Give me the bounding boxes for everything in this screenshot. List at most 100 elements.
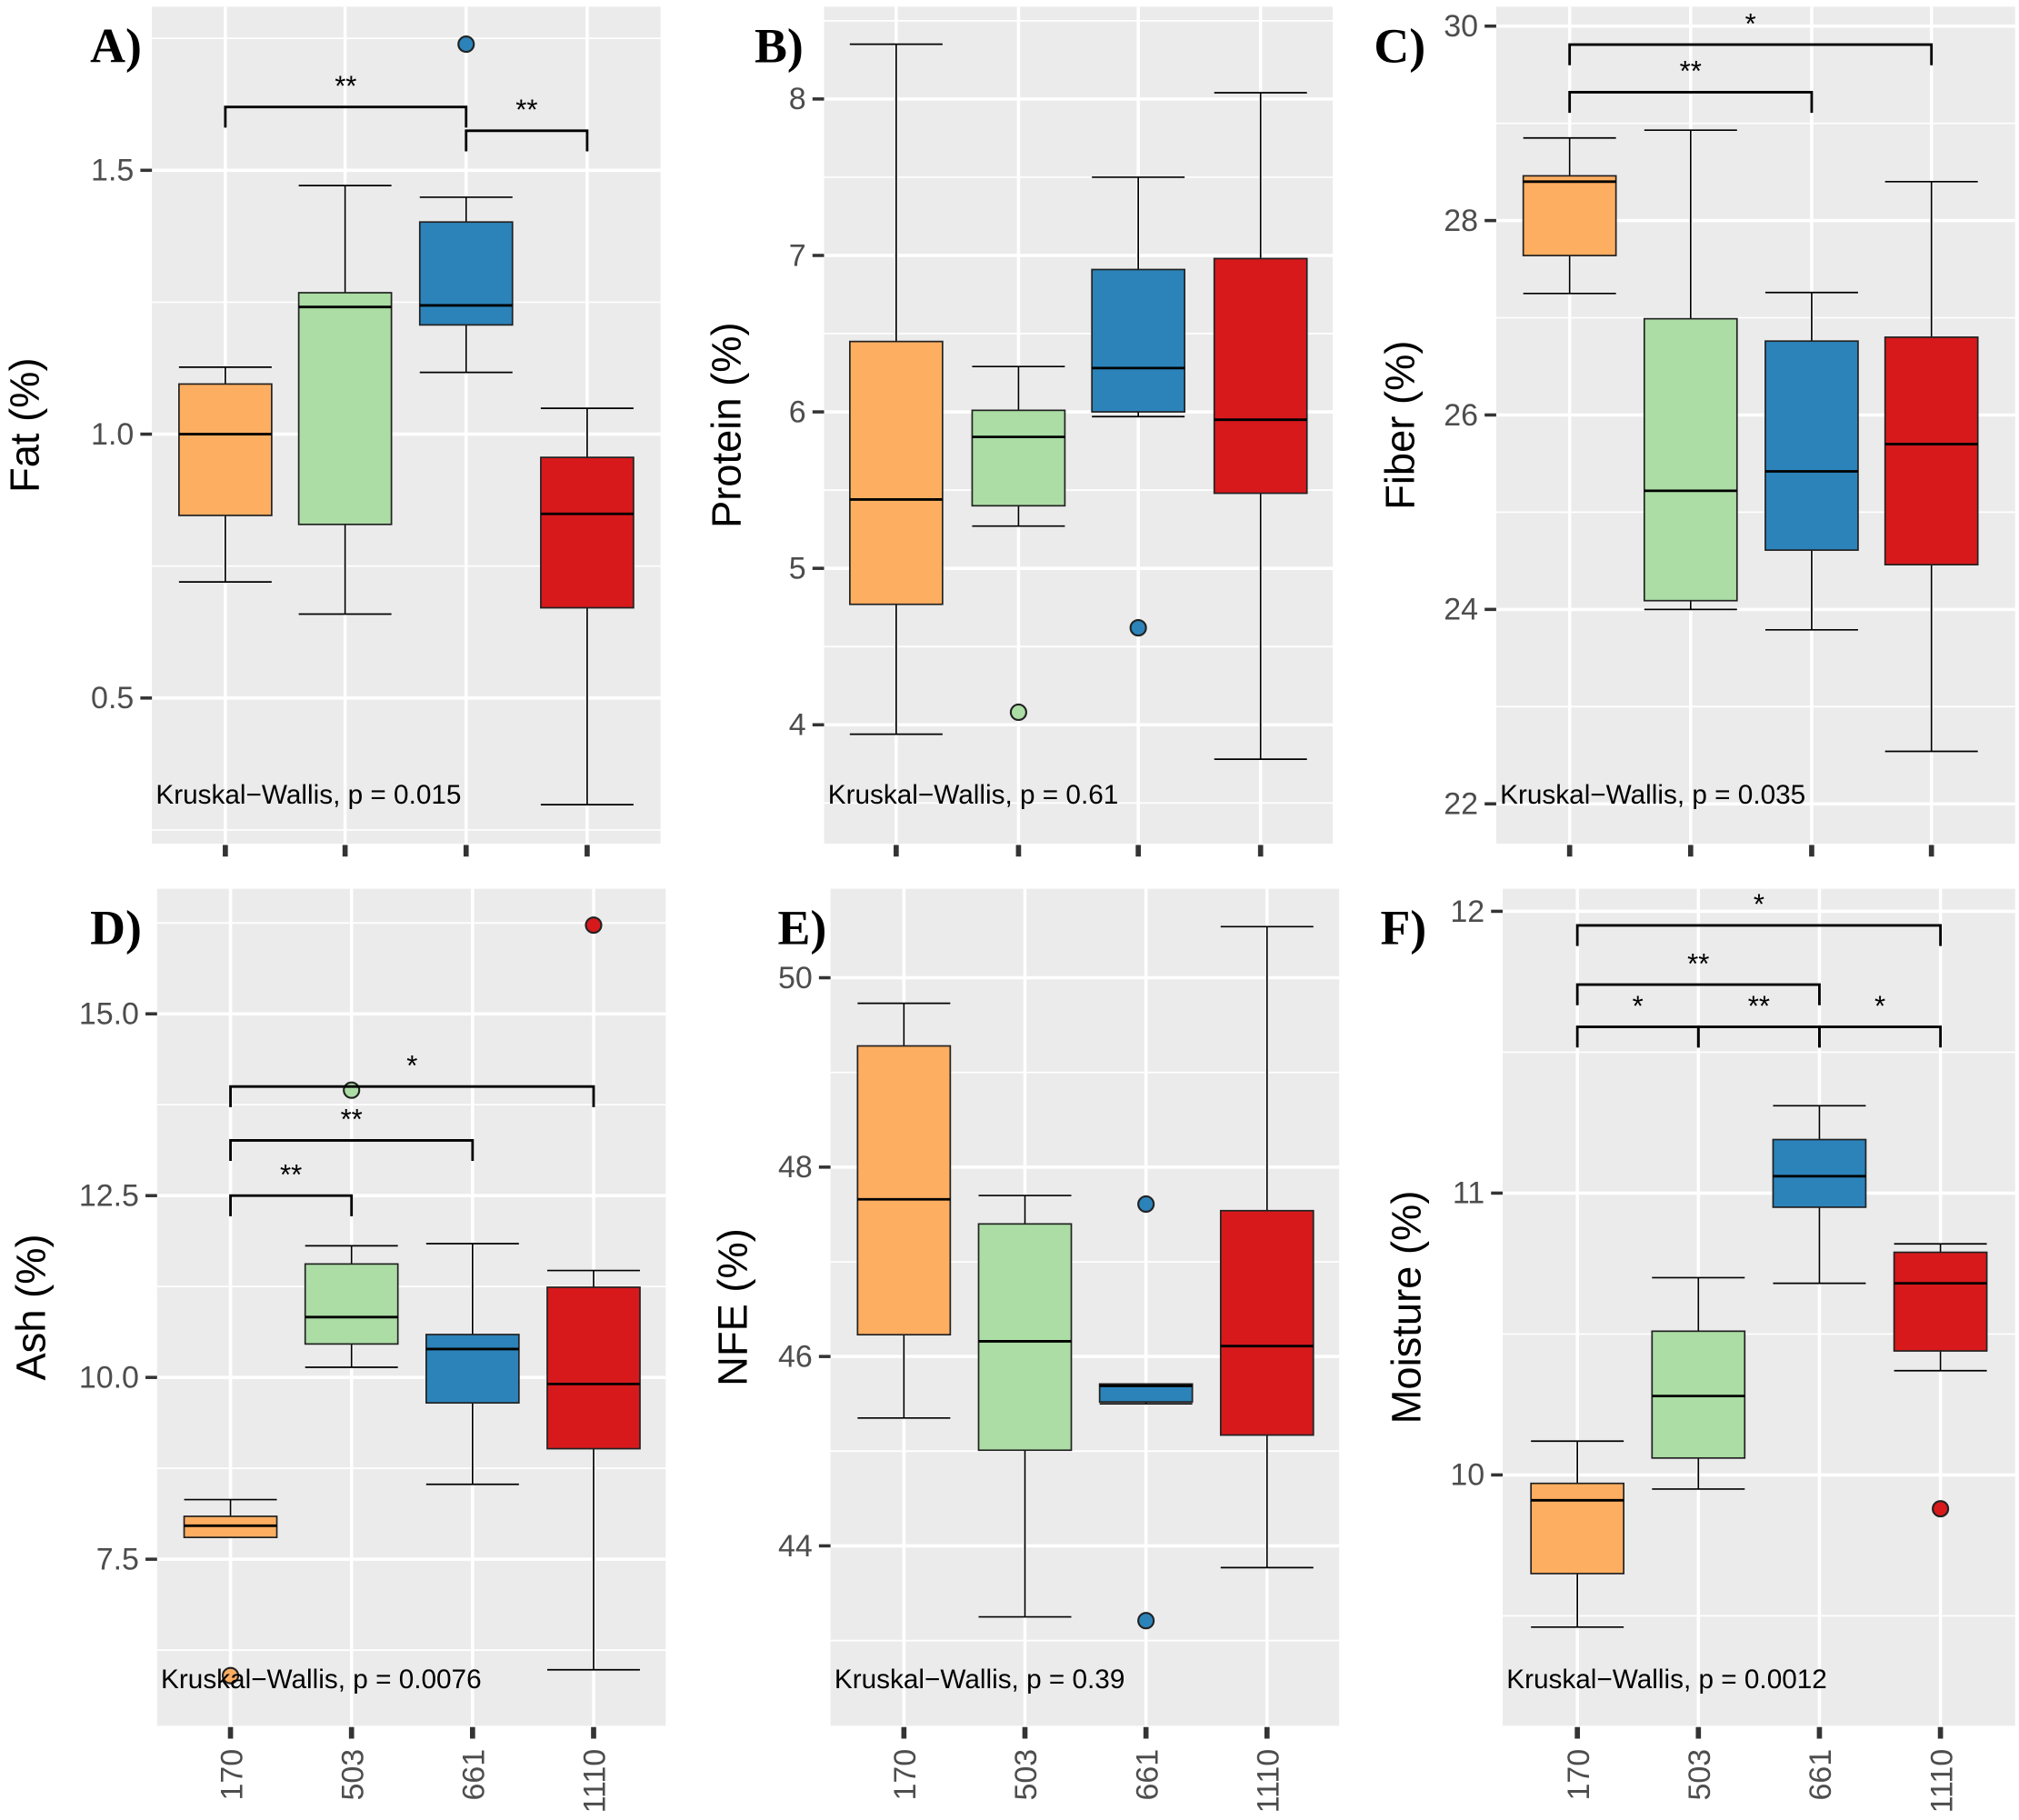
significance-label: **	[341, 1104, 363, 1135]
significance-bracket	[229, 1194, 354, 1216]
box-503	[297, 185, 393, 615]
box-170	[183, 1498, 278, 1685]
iqr-box	[1764, 340, 1859, 551]
box-1110	[1213, 92, 1308, 760]
iqr-box	[178, 383, 273, 516]
box-661	[425, 1243, 520, 1485]
x-tick-label: 661	[457, 1749, 492, 1801]
iqr-box	[1884, 336, 1979, 566]
iqr-box	[1091, 268, 1185, 413]
kruskal-wallis-annotation: Kruskal−Wallis, p = 0.61	[828, 780, 1119, 810]
significance-bracket	[1568, 91, 1814, 114]
kruskal-wallis-annotation: Kruskal−Wallis, p = 0.035	[1500, 780, 1805, 810]
box-170	[1530, 1440, 1624, 1628]
x-tick-label: 1110	[1252, 1749, 1286, 1814]
y-axis-label: NFE (%)	[710, 1228, 756, 1386]
box-661	[1772, 1105, 1867, 1285]
iqr-box	[304, 1263, 399, 1345]
box-503	[971, 365, 1066, 722]
panel-label: B)	[755, 18, 804, 73]
iqr-box	[849, 340, 944, 605]
y-tick-label: 44	[778, 1529, 813, 1564]
x-tick-label: 170	[1562, 1749, 1596, 1801]
significance-label: **	[515, 94, 537, 125]
box-661	[418, 35, 514, 374]
iqr-box	[971, 409, 1066, 507]
outlier-point	[1129, 619, 1147, 637]
y-axis-label: Protein (%)	[703, 322, 749, 528]
outlier-point	[1009, 703, 1027, 722]
significance-label: **	[1748, 990, 1770, 1022]
box-503	[1643, 129, 1738, 611]
iqr-box	[546, 1286, 641, 1450]
y-tick-label: 4	[789, 708, 806, 743]
kruskal-wallis-annotation: Kruskal−Wallis, p = 0.015	[155, 780, 461, 810]
significance-label: **	[280, 1158, 302, 1190]
significance-label: *	[406, 1049, 417, 1081]
outlier-point	[1932, 1500, 1950, 1518]
iqr-box	[1522, 175, 1617, 256]
x-tick-label: 661	[1804, 1749, 1838, 1801]
box-661	[1091, 176, 1185, 637]
iqr-box	[1213, 257, 1308, 495]
significance-label: *	[1633, 990, 1644, 1022]
iqr-box	[977, 1223, 1073, 1452]
kruskal-wallis-annotation: Kruskal−Wallis, p = 0.39	[835, 1665, 1125, 1695]
iqr-box	[856, 1045, 952, 1336]
outlier-point	[1137, 1612, 1155, 1630]
significance-bracket	[229, 1138, 475, 1162]
significance-label: **	[335, 70, 356, 102]
box-503	[977, 1195, 1073, 1618]
iqr-box	[1893, 1251, 1988, 1352]
y-axis-label: Fat (%)	[1, 357, 47, 493]
significance-bracket	[1575, 924, 1943, 946]
y-tick-label: 10.0	[79, 1360, 139, 1395]
significance-label: *	[1745, 7, 1756, 39]
iqr-box	[1530, 1482, 1624, 1575]
y-tick-label: 0.5	[91, 681, 134, 715]
iqr-box	[418, 221, 514, 326]
box-1110	[1219, 925, 1314, 1569]
box-1110	[540, 407, 635, 805]
significance-label: *	[1874, 990, 1885, 1022]
y-tick-label: 6	[789, 395, 806, 429]
y-tick-label: 50	[778, 961, 813, 995]
x-tick-label: 661	[1130, 1749, 1164, 1801]
x-tick-label: 503	[1009, 1749, 1044, 1801]
kruskal-wallis-annotation: Kruskal−Wallis, p = 0.0076	[161, 1665, 482, 1695]
y-tick-label: 12.5	[79, 1179, 139, 1214]
panel-b: 4 5 6 7 8 Kruskal−Wallis, p = 0.61 Protein (%)…	[703, 6, 1334, 857]
y-tick-label: 30	[1444, 9, 1478, 44]
iqr-box	[297, 292, 393, 525]
outlier-point	[457, 35, 475, 54]
box-1110	[1884, 180, 1979, 753]
significance-bracket	[1818, 1025, 1943, 1048]
significance-bracket	[1575, 983, 1821, 1005]
x-tick-label: 170	[888, 1749, 923, 1801]
box-1110	[546, 916, 641, 1671]
kruskal-wallis-annotation: Kruskal−Wallis, p = 0.0012	[1506, 1665, 1827, 1695]
x-tick-label: 503	[335, 1749, 370, 1801]
y-tick-label: 7.5	[96, 1542, 139, 1576]
significance-bracket	[465, 129, 589, 152]
outlier-point	[343, 1081, 361, 1099]
x-tick-label: 503	[1683, 1749, 1717, 1801]
significance-label: **	[1687, 947, 1709, 979]
iqr-box	[1219, 1209, 1314, 1436]
y-tick-label: 46	[778, 1339, 813, 1374]
y-tick-label: 8	[789, 82, 806, 116]
y-tick-label: 12	[1450, 895, 1484, 929]
box-170	[1522, 136, 1617, 295]
y-tick-label: 22	[1444, 787, 1478, 822]
y-tick-label: 11	[1453, 1176, 1484, 1211]
y-axis-label: Moisture (%)	[1383, 1191, 1429, 1425]
iqr-box	[1643, 317, 1738, 602]
significance-label: *	[1754, 888, 1764, 920]
iqr-box	[425, 1334, 520, 1405]
x-tick-label: 1110	[578, 1749, 613, 1814]
panel-e: 44 46 48 50 170 503 661 1110 Kruskal−Wallis, p =…	[710, 888, 1340, 1814]
